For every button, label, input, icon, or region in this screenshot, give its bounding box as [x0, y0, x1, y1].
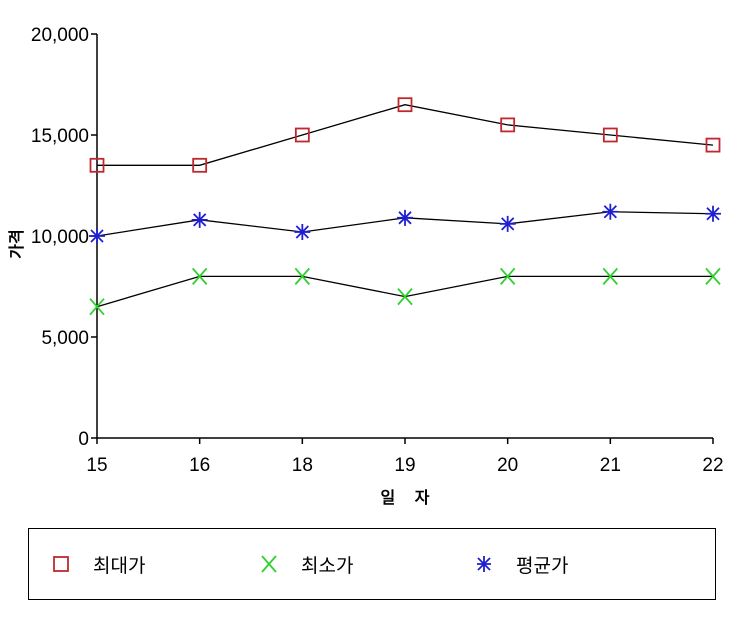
data-point-asterisk	[602, 203, 619, 220]
data-point-x	[705, 267, 721, 285]
legend-label: 최대가	[93, 554, 146, 577]
series-markers	[89, 97, 721, 316]
x-tick-label: 21	[600, 455, 621, 476]
data-point-x	[602, 267, 619, 285]
x-tick-label: 19	[394, 455, 415, 476]
y-tick-label: 20,000	[31, 25, 89, 46]
data-point-square	[602, 127, 618, 143]
axes: 0 5,000 10,000 15,000 20,000 15 16 18 19 20 21 22	[31, 25, 724, 476]
legend-item-avg: 평균가	[474, 529, 568, 599]
x-axis-title: 일 자	[380, 488, 429, 507]
data-point-x	[89, 298, 105, 316]
x-tick-label: 15	[86, 455, 107, 476]
data-point-asterisk	[499, 215, 516, 232]
x-tick-label: 16	[189, 455, 210, 476]
data-point-asterisk	[397, 209, 413, 226]
data-point-x	[499, 267, 516, 285]
data-point-square	[705, 137, 721, 153]
y-tick-label: 0	[78, 429, 89, 450]
square-marker-icon	[53, 556, 69, 572]
data-point-square	[192, 157, 208, 173]
data-point-asterisk	[705, 205, 721, 222]
y-tick-label: 5,000	[41, 328, 89, 349]
data-point-square	[294, 127, 310, 143]
series-lines	[96, 104, 714, 308]
x-tick-label: 22	[702, 455, 723, 476]
legend: 최대가 최소가 평균가	[28, 528, 716, 600]
data-point-asterisk	[294, 223, 311, 240]
data-point-asterisk	[191, 211, 208, 228]
series-line-1	[96, 275, 713, 308]
y-axis-title: 가격	[7, 229, 26, 258]
data-point-square	[89, 157, 105, 173]
x-marker-icon	[261, 555, 277, 573]
data-point-x	[397, 288, 413, 306]
line-chart: 0 5,000 10,000 15,000 20,000 15 16 18 19 20 21 22 가…	[7, 25, 724, 507]
legend-item-min: 최소가	[259, 529, 353, 599]
asterisk-marker-icon	[477, 556, 491, 572]
y-tick-label: 10,000	[31, 227, 89, 248]
data-point-square	[397, 97, 413, 113]
data-point-x	[191, 267, 208, 285]
data-point-x	[294, 267, 311, 285]
y-tick-label: 15,000	[31, 126, 89, 147]
data-point-square	[500, 117, 516, 133]
x-tick-label: 18	[292, 455, 313, 476]
legend-label: 평균가	[516, 554, 569, 577]
legend-label: 최소가	[301, 554, 354, 577]
series-line-0	[97, 104, 714, 166]
x-tick-label: 20	[497, 455, 518, 476]
data-point-asterisk	[89, 228, 105, 244]
legend-item-max: 최대가	[51, 529, 145, 599]
